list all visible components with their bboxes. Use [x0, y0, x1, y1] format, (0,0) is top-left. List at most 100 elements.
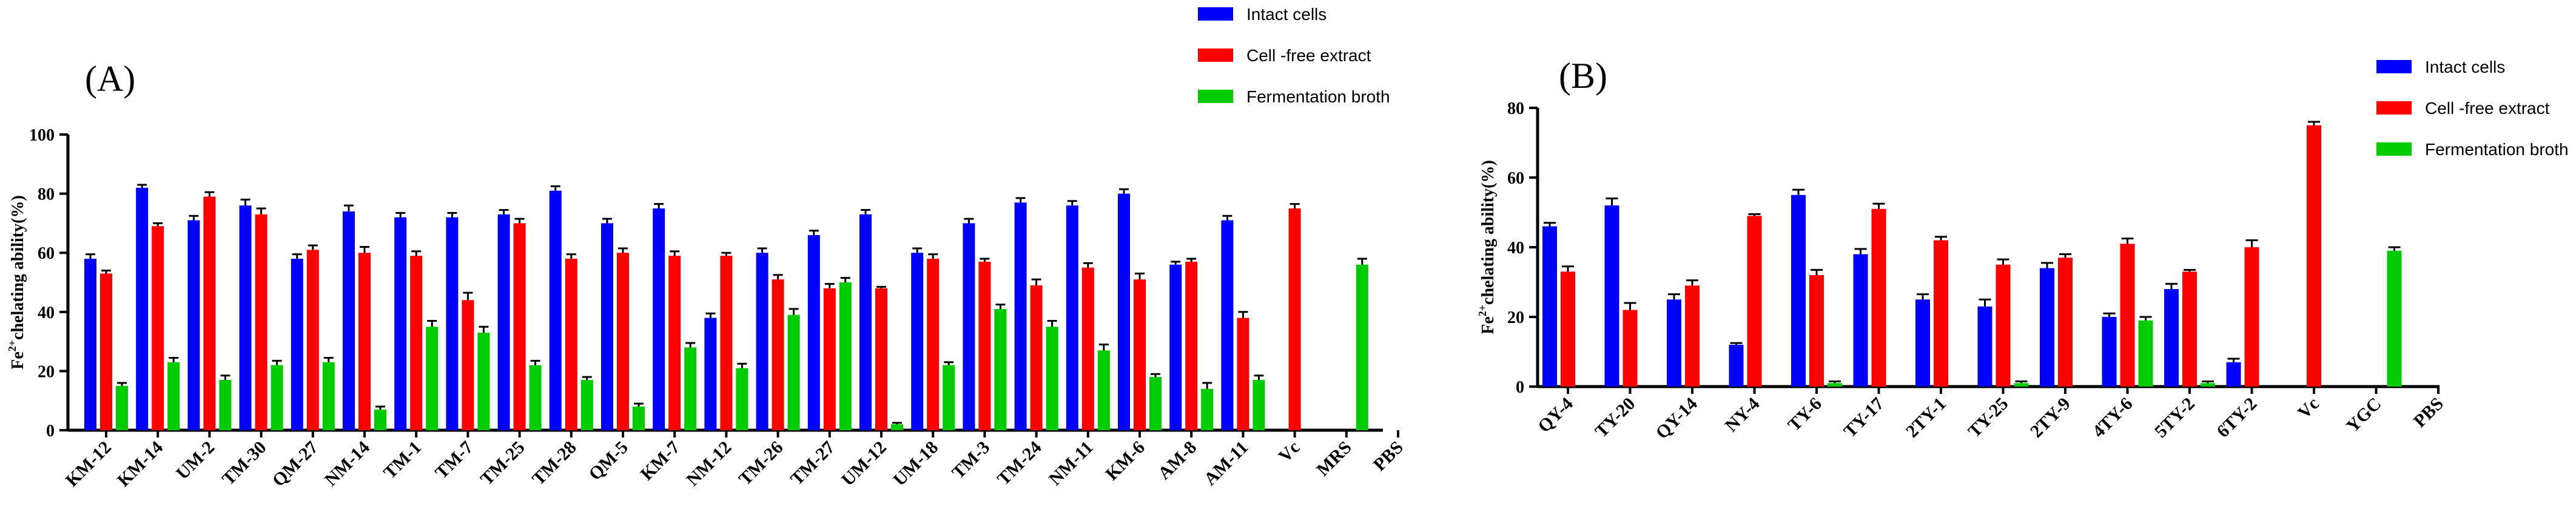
- category-label: AM-11: [1200, 437, 1253, 490]
- bar-broth: [529, 365, 542, 430]
- bar-cfe: [2307, 125, 2321, 387]
- bar-intact: [1221, 220, 1234, 430]
- category-label: PBS: [1370, 437, 1407, 475]
- bar-cfe: [2244, 247, 2259, 387]
- bar-broth: [633, 406, 645, 430]
- bar-cfe: [2120, 244, 2135, 387]
- bar-cfe: [2182, 271, 2197, 387]
- bar-cfe: [1747, 216, 1762, 387]
- bar-cfe: [306, 250, 319, 430]
- category-label: KM-7: [637, 437, 684, 485]
- y-tick-label: 80: [1507, 99, 1524, 118]
- panel-label: (B): [1559, 56, 1607, 96]
- bar-broth: [167, 362, 180, 430]
- bar-intact: [497, 214, 510, 430]
- bar-intact: [963, 223, 975, 430]
- bar-intact: [1066, 205, 1078, 430]
- y-axis-label: Fe2+chelating ability(%): [6, 195, 27, 370]
- category-label: NM-14: [321, 437, 374, 490]
- category-label: TM-26: [735, 437, 787, 490]
- category-label: TY-20: [1591, 394, 1639, 442]
- category-label: TM-28: [528, 437, 580, 490]
- bar-intact: [601, 223, 613, 430]
- category-label: 4TY-6: [2088, 394, 2136, 442]
- y-tick-label: 40: [1507, 239, 1524, 258]
- bar-intact: [136, 187, 149, 430]
- bar-cfe: [203, 196, 216, 430]
- category-label: AM-8: [1154, 437, 1200, 484]
- bar-broth: [271, 365, 283, 430]
- bar-intact: [2226, 362, 2241, 387]
- category-label: TM-3: [948, 437, 994, 483]
- bar-cfe: [1871, 208, 1886, 387]
- y-axis-label-main: chelating ability(%): [8, 195, 27, 340]
- bar-cfe: [1809, 275, 1824, 387]
- category-label: NY-4: [1721, 394, 1764, 436]
- bar-broth: [116, 385, 128, 430]
- bar-broth: [1046, 327, 1058, 430]
- bar-broth: [374, 409, 386, 430]
- chart-panel-b: (B) 0 20 40 60 80 Fe2+chelating ability(%) QY-4…: [1476, 56, 2569, 443]
- bar-intact: [807, 235, 820, 430]
- category-label: QM-5: [585, 437, 632, 485]
- category-label: NM-11: [1045, 437, 1097, 490]
- category-label: UM-2: [172, 437, 218, 484]
- bar-cfe: [1561, 271, 1575, 387]
- bar-intact: [239, 205, 252, 430]
- bar-cfe: [255, 214, 267, 430]
- bar-broth: [891, 424, 903, 430]
- y-tick-label: 60: [1507, 169, 1524, 188]
- category-label: KM-6: [1101, 437, 1149, 485]
- category-label: TY-17: [1840, 394, 1888, 442]
- bar-cfe: [565, 258, 577, 430]
- category-label: 5TY-2: [2151, 394, 2199, 442]
- bar-broth: [219, 380, 232, 430]
- category-label: QY-14: [1652, 394, 1701, 443]
- bar-cfe: [927, 258, 940, 430]
- bar-cfe: [772, 279, 784, 430]
- category-label: 2TY-1: [1902, 394, 1950, 442]
- bar-intact: [859, 214, 872, 430]
- bar-cfe: [358, 253, 371, 430]
- bar-intact: [187, 220, 200, 430]
- category-label: TM-25: [477, 437, 529, 490]
- y-tick-label: 0: [46, 422, 55, 441]
- bar-cfe: [1030, 285, 1043, 430]
- category-label: TM-7: [431, 437, 477, 483]
- category-label: PBS: [2410, 394, 2447, 431]
- legend-swatch-cfe: [2376, 101, 2412, 115]
- category-label: QM-27: [269, 437, 322, 491]
- bar-cfe: [1134, 279, 1146, 430]
- legend-label-broth: Fermentation broth: [1246, 87, 1390, 106]
- category-label: TM-24: [994, 437, 1046, 490]
- category-label: QY-4: [1534, 394, 1577, 437]
- bar-broth: [994, 308, 1007, 430]
- legend-swatch-broth: [2376, 142, 2412, 156]
- bar-intact: [1977, 306, 1993, 387]
- bar-cfe: [1685, 285, 1700, 387]
- bar-intact: [2164, 289, 2179, 387]
- bar-cfe: [513, 223, 526, 430]
- bar-intact: [549, 190, 562, 430]
- bar-cfe: [462, 300, 474, 430]
- bar-intact: [1542, 226, 1557, 387]
- bar-intact: [1791, 195, 1806, 387]
- y-axis-label-prefix: Fe: [1479, 316, 1498, 334]
- bar-broth: [1097, 350, 1110, 430]
- legend-label-intact: Intact cells: [1246, 5, 1327, 24]
- y-tick-label: 60: [38, 244, 55, 263]
- bar-intact: [1604, 205, 1619, 387]
- bar-cfe: [1081, 267, 1094, 430]
- bar-broth: [2138, 320, 2153, 387]
- category-label: KM-12: [62, 437, 115, 491]
- bar-intact: [1118, 193, 1130, 430]
- category-label: TY-25: [1964, 394, 2012, 442]
- category-label: TM-30: [218, 437, 271, 490]
- category-label: UM-18: [889, 437, 942, 490]
- category-label: MRS: [1313, 437, 1355, 480]
- y-tick-label: 80: [38, 185, 55, 204]
- legend-label-cfe: Cell -free extract: [1246, 46, 1371, 65]
- bar-cfe: [875, 288, 887, 430]
- bar-intact: [291, 258, 303, 430]
